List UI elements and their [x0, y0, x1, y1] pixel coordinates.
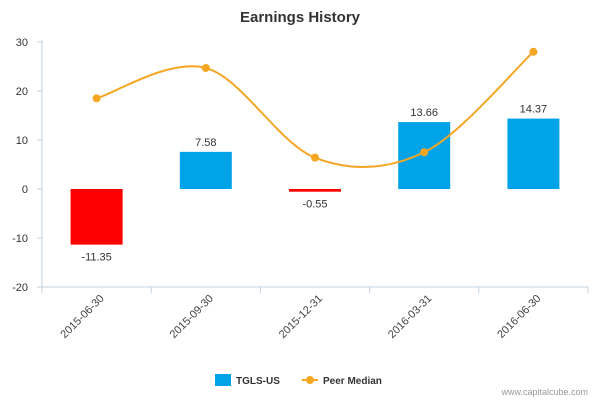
bar[interactable] [507, 118, 560, 189]
legend-label-peer[interactable]: Peer Median [323, 376, 382, 387]
bar-data-label: 13.66 [410, 107, 438, 119]
peer-median-point[interactable] [529, 47, 538, 56]
axes: -20 -10 0 10 20 30 2015-06-30 2015-09-30 2015-12… [12, 37, 589, 341]
x-tick-label: 2015-09-30 [168, 293, 216, 341]
legend-swatch-tgls [215, 374, 231, 386]
bar-data-label: -11.35 [81, 252, 111, 264]
y-tick-label: 10 [16, 135, 28, 147]
x-tick-label: 2016-06-30 [495, 293, 543, 341]
legend-label-tgls[interactable]: TGLS-US [236, 376, 280, 387]
x-tick-label: 2016-03-31 [386, 293, 434, 341]
peer-median-point[interactable] [420, 148, 429, 157]
bar-data-label: -0.55 [302, 199, 327, 211]
bar[interactable] [289, 189, 341, 192]
peer-median-point[interactable] [311, 153, 319, 162]
line-series [92, 47, 538, 168]
peer-median-point[interactable] [92, 94, 101, 103]
bar-data-label: 14.37 [520, 104, 548, 116]
data-labels: -11.35 7.58 -0.55 13.66 14.37 [81, 104, 547, 264]
legend-swatch-peer-dot [306, 376, 314, 384]
bar-data-label: 7.58 [195, 137, 216, 149]
legend[interactable]: TGLS-US Peer Median [215, 374, 382, 387]
x-tick-label: 2015-12-31 [277, 293, 325, 341]
bar[interactable] [179, 151, 232, 189]
y-tick-label: 20 [16, 86, 28, 98]
y-tick-label: -10 [12, 233, 28, 245]
y-tick-label: 30 [16, 37, 28, 49]
peer-median-point[interactable] [201, 63, 210, 72]
x-tick-label: 2015-06-30 [58, 293, 106, 341]
y-tick-label: 0 [22, 184, 28, 196]
bar-series [70, 118, 560, 245]
bar[interactable] [70, 189, 123, 245]
chart-title: Earnings History [240, 9, 361, 26]
credit-text[interactable]: www.capitalcube.com [500, 387, 588, 397]
y-tick-label: -20 [12, 282, 28, 294]
peer-median-line [96, 51, 535, 168]
